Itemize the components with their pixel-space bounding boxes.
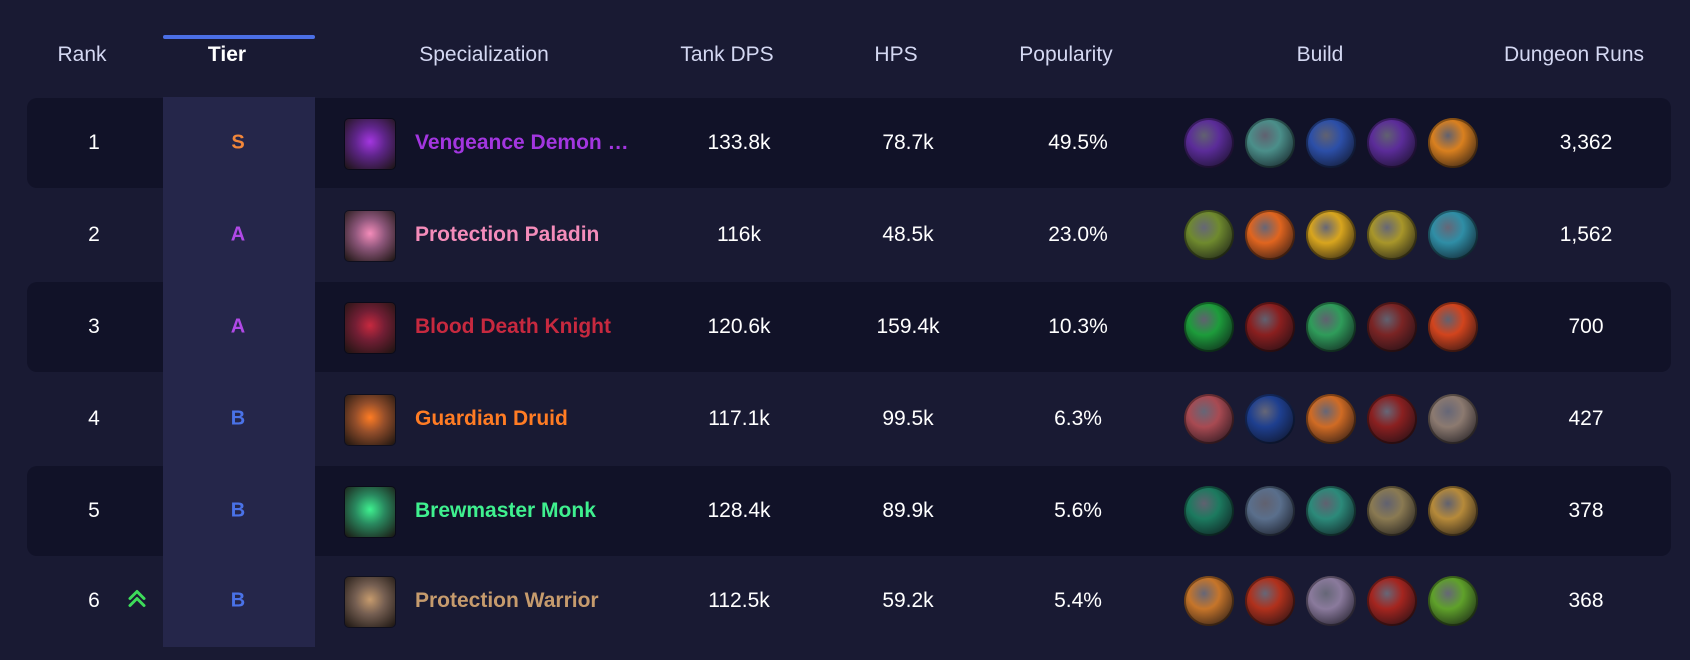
tier-badge: B <box>230 499 246 522</box>
table-row[interactable]: 6 B Protection Warrior 112.5k 59.2k 5.4% 368 <box>27 556 1671 646</box>
hps-value: 99.5k <box>882 407 934 430</box>
tank-dps-value: 112.5k <box>708 589 770 612</box>
rank-value: 2 <box>88 223 100 246</box>
tank-dps-value: 128.4k <box>707 499 771 522</box>
talent-icon[interactable] <box>1367 118 1417 168</box>
talent-icon[interactable] <box>1245 302 1295 352</box>
guardian-druid-icon[interactable] <box>345 395 395 445</box>
tier-badge: B <box>230 407 246 430</box>
talent-icon[interactable] <box>1306 486 1356 536</box>
talent-icon[interactable] <box>1184 576 1234 626</box>
talent-icon[interactable] <box>1428 394 1478 444</box>
talent-icon[interactable] <box>1367 486 1417 536</box>
rank-value: 5 <box>88 499 100 522</box>
rank-value: 3 <box>88 315 100 338</box>
dungeon-runs-value: 427 <box>1568 407 1604 430</box>
hps-value: 59.2k <box>882 589 934 612</box>
popularity-value: 49.5% <box>1048 131 1108 154</box>
rank-value: 1 <box>88 131 100 154</box>
tier-badge: S <box>231 131 245 154</box>
talent-icon[interactable] <box>1367 576 1417 626</box>
spec-name-link[interactable]: Vengeance Demon H... <box>415 131 640 154</box>
dungeon-runs-value: 3,362 <box>1559 131 1613 154</box>
dungeon-runs-value: 368 <box>1568 589 1604 612</box>
header-specialization[interactable]: Specialization <box>419 43 549 66</box>
rank-value: 6 <box>88 589 100 612</box>
spec-name-link[interactable]: Blood Death Knight <box>415 315 611 338</box>
talent-icon[interactable] <box>1245 394 1295 444</box>
dungeon-runs-value: 378 <box>1568 499 1604 522</box>
spec-name-link[interactable]: Brewmaster Monk <box>415 499 596 522</box>
popularity-value: 23.0% <box>1048 223 1108 246</box>
talent-icon[interactable] <box>1184 210 1234 260</box>
header-rank[interactable]: Rank <box>57 43 107 66</box>
tier-column-highlight <box>163 97 315 647</box>
vengeance-demon-hunter-icon[interactable] <box>345 119 395 169</box>
table-row[interactable]: 2 A Protection Paladin 116k 48.5k 23.0% 1,562 <box>27 190 1671 280</box>
talent-icon[interactable] <box>1306 576 1356 626</box>
spec-name-link[interactable]: Protection Paladin <box>415 223 600 246</box>
table-header: Rank Tier Specialization Tank DPS HPS Po… <box>0 0 1690 97</box>
header-hps[interactable]: HPS <box>874 43 918 66</box>
tank-dps-value: 133.8k <box>707 131 771 154</box>
hps-value: 48.5k <box>882 223 934 246</box>
tier-badge: A <box>230 223 246 246</box>
dungeon-runs-value: 700 <box>1568 315 1604 338</box>
rank-value: 4 <box>88 407 100 430</box>
tank-dps-value: 120.6k <box>707 315 771 338</box>
talent-icon[interactable] <box>1184 118 1234 168</box>
popularity-value: 6.3% <box>1054 407 1102 430</box>
hps-value: 78.7k <box>882 131 934 154</box>
active-sort-indicator <box>163 35 315 39</box>
blood-death-knight-icon[interactable] <box>345 303 395 353</box>
tier-badge: B <box>230 589 246 612</box>
talent-icon[interactable] <box>1245 118 1295 168</box>
tank-dps-value: 116k <box>717 223 761 246</box>
brewmaster-monk-icon[interactable] <box>345 487 395 537</box>
talent-icon[interactable] <box>1367 394 1417 444</box>
talent-icon[interactable] <box>1245 576 1295 626</box>
header-tier[interactable]: Tier <box>207 43 247 66</box>
spec-name-link[interactable]: Protection Warrior <box>415 589 599 612</box>
header-build: Build <box>1296 43 1344 66</box>
talent-icon[interactable] <box>1306 394 1356 444</box>
header-popularity[interactable]: Popularity <box>1019 43 1113 66</box>
table-row[interactable]: 4 B Guardian Druid 117.1k 99.5k 6.3% 427 <box>27 374 1671 464</box>
talent-icon[interactable] <box>1306 210 1356 260</box>
talent-icon[interactable] <box>1428 486 1478 536</box>
talent-icon[interactable] <box>1428 302 1478 352</box>
talent-icon[interactable] <box>1367 302 1417 352</box>
protection-paladin-icon[interactable] <box>345 211 395 261</box>
talent-icon[interactable] <box>1245 486 1295 536</box>
popularity-value: 5.6% <box>1054 499 1102 522</box>
talent-icon[interactable] <box>1245 210 1295 260</box>
tank-dps-value: 117.1k <box>708 407 770 430</box>
talent-icon[interactable] <box>1184 486 1234 536</box>
talent-icon[interactable] <box>1306 302 1356 352</box>
talent-icon[interactable] <box>1306 118 1356 168</box>
spec-name-link[interactable]: Guardian Druid <box>415 407 568 430</box>
header-tank-dps[interactable]: Tank DPS <box>680 43 774 66</box>
talent-icon[interactable] <box>1428 210 1478 260</box>
protection-warrior-icon[interactable] <box>345 577 395 627</box>
talent-icon[interactable] <box>1428 576 1478 626</box>
popularity-value: 5.4% <box>1054 589 1102 612</box>
talent-icon[interactable] <box>1184 394 1234 444</box>
hps-value: 159.4k <box>876 315 940 338</box>
talent-icon[interactable] <box>1367 210 1417 260</box>
header-dungeon-runs[interactable]: Dungeon Runs <box>1503 43 1645 66</box>
talent-icon[interactable] <box>1184 302 1234 352</box>
rank-up-icon <box>127 589 147 614</box>
hps-value: 89.9k <box>882 499 934 522</box>
talent-icon[interactable] <box>1428 118 1478 168</box>
popularity-value: 10.3% <box>1048 315 1108 338</box>
dungeon-runs-value: 1,562 <box>1559 223 1613 246</box>
tier-badge: A <box>230 315 246 338</box>
